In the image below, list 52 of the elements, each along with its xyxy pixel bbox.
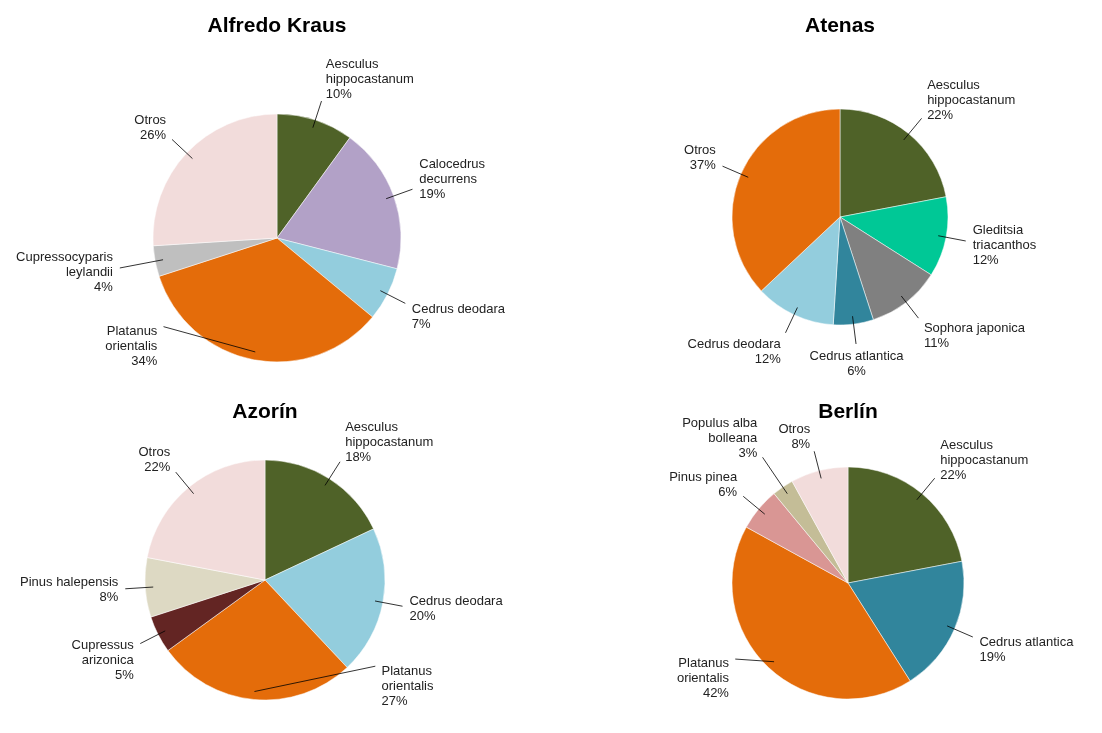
slice-label: Populus alba bolleana: [682, 414, 759, 445]
data-label: 6%: [847, 362, 867, 378]
data-label: 10%: [325, 85, 353, 101]
data-label: 8%: [791, 435, 811, 451]
slice-label: Otros: [134, 112, 167, 128]
slice-label: Platanus orientalis: [105, 323, 158, 354]
data-label: 18%: [345, 448, 372, 464]
slice-label: Aesculus hippocastanum: [940, 436, 1029, 467]
chart-title: Alfredo Kraus: [207, 13, 347, 36]
data-label: 22%: [927, 106, 954, 122]
data-label: 34%: [131, 353, 158, 369]
slice-label: Otros: [778, 420, 811, 436]
slice-label: Sophora japonica: [923, 319, 1026, 335]
slice-label: Cupressocyparis leylandii: [16, 248, 114, 279]
slice-label: Platanus orientalis: [676, 654, 730, 685]
data-label: 8%: [99, 589, 119, 605]
slice-label: Cedrus atlantica: [979, 634, 1075, 650]
chart-title: Azorín: [232, 399, 298, 422]
data-label: 42%: [702, 684, 730, 700]
slice-label: Platanus orientalis: [381, 662, 434, 693]
chart-title: Berlín: [818, 399, 878, 422]
data-label: 22%: [144, 458, 171, 474]
data-label: 19%: [419, 185, 446, 201]
data-label: 12%: [972, 251, 1000, 267]
slice-label: Cedrus atlantica: [809, 347, 905, 363]
data-label: 26%: [140, 127, 167, 143]
data-label: 6%: [718, 484, 738, 500]
data-label: 20%: [409, 607, 436, 623]
slice-label: Cupressus arizonica: [71, 637, 135, 668]
slice-label: Otros: [138, 443, 171, 459]
slice-label: Aesculus hippocastanum: [927, 76, 1016, 107]
data-label: 5%: [114, 667, 135, 683]
data-label: 37%: [689, 157, 717, 173]
data-label: 4%: [94, 278, 114, 294]
chart-title: Atenas: [804, 13, 876, 36]
slice-label: Pinus pinea: [669, 469, 738, 485]
data-label: 12%: [754, 350, 782, 366]
data-label: 7%: [411, 316, 432, 332]
slice-label: Cedrus deodara: [411, 301, 506, 317]
data-label: 11%: [923, 334, 950, 350]
data-label: 22%: [940, 466, 967, 482]
slice-label: Otros: [684, 142, 717, 158]
data-label: 19%: [979, 649, 1006, 665]
slice-label: Cedrus deodara: [409, 592, 504, 608]
slice-label: Aesculus hippocastanum: [325, 55, 414, 86]
slice-label: Aesculus hippocastanum: [345, 418, 434, 449]
data-label: 27%: [381, 692, 408, 708]
slice-label: Cedrus deodara: [687, 335, 782, 351]
slice-label: Pinus halepensis: [19, 574, 119, 590]
slice-label: Gleditsia triacanthos: [972, 221, 1037, 252]
slice-label: Calocedrus decurrens: [419, 155, 486, 186]
data-label: 3%: [738, 444, 758, 460]
